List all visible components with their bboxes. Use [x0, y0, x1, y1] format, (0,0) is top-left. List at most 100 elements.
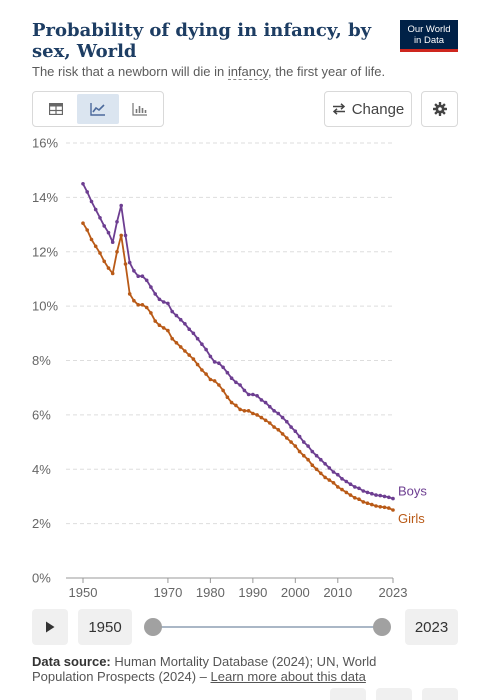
- data-point-girls: [212, 379, 217, 383]
- change-button[interactable]: Change: [324, 91, 412, 127]
- data-point-boys: [246, 392, 251, 397]
- data-point-boys: [285, 419, 289, 424]
- data-point-boys: [225, 370, 230, 375]
- data-point-girls: [310, 463, 315, 468]
- timeline-end-year[interactable]: 2023: [405, 609, 458, 645]
- y-tick-label: 6%: [32, 407, 51, 422]
- data-point-boys: [353, 485, 357, 489]
- series-label-girls: Girls: [398, 511, 425, 526]
- data-point-girls: [81, 221, 85, 225]
- data-point-girls: [200, 368, 204, 372]
- data-point-boys: [357, 486, 361, 491]
- data-point-boys: [391, 496, 395, 501]
- data-point-girls: [123, 262, 128, 266]
- data-point-boys: [382, 494, 387, 499]
- data-point-girls: [149, 311, 153, 315]
- x-tick-label: 1950: [69, 585, 98, 600]
- data-point-boys: [110, 240, 115, 244]
- data-point-girls: [246, 409, 251, 413]
- download-button[interactable]: [330, 688, 366, 700]
- change-button-label: Change: [351, 100, 405, 118]
- data-point-girls: [314, 467, 319, 472]
- series-line-girls: [82, 222, 394, 511]
- data-point-boys: [251, 392, 255, 397]
- data-point-girls: [204, 372, 208, 376]
- data-point-girls: [127, 292, 132, 296]
- data-point-boys: [115, 220, 119, 224]
- x-tick-label: 2000: [281, 585, 310, 600]
- data-point-boys: [238, 383, 242, 387]
- data-point-girls: [93, 244, 98, 249]
- data-point-girls: [208, 377, 213, 382]
- data-point-boys: [276, 411, 281, 416]
- data-point-girls: [353, 496, 357, 500]
- data-point-boys: [85, 190, 89, 194]
- data-source: Data source: Human Mortality Database (2…: [32, 654, 432, 684]
- data-point-boys: [268, 404, 272, 409]
- settings-button[interactable]: [421, 91, 458, 127]
- subtitle-term-infancy[interactable]: infancy: [227, 64, 269, 80]
- tab-table[interactable]: [35, 94, 77, 124]
- data-point-boys: [314, 453, 319, 458]
- owid-logo[interactable]: Our World in Data: [400, 20, 458, 52]
- line-chart-icon: [90, 103, 105, 116]
- data-point-boys: [323, 462, 327, 466]
- data-point-boys: [200, 342, 204, 346]
- data-point-girls: [251, 411, 255, 416]
- data-point-boys: [106, 230, 111, 235]
- x-tick-label: 1970: [153, 585, 182, 600]
- data-point-girls: [327, 478, 332, 482]
- data-point-girls: [340, 487, 344, 492]
- y-tick-label: 16%: [32, 136, 58, 151]
- data-point-boys: [144, 278, 149, 283]
- data-point-girls: [323, 475, 327, 480]
- data-point-girls: [161, 326, 166, 330]
- data-point-girls: [166, 328, 170, 333]
- timeline-end-handle[interactable]: [373, 618, 391, 636]
- y-tick-label: 8%: [32, 353, 51, 368]
- timeline-start-handle[interactable]: [144, 618, 162, 636]
- chart-subtitle: The risk that a newborn will die in infa…: [32, 64, 385, 80]
- data-point-girls: [183, 349, 187, 353]
- data-point-boys: [89, 199, 94, 204]
- data-point-boys: [217, 361, 221, 365]
- data-point-boys: [212, 360, 217, 364]
- tab-bar-chart[interactable]: [119, 94, 161, 124]
- table-icon: [49, 103, 63, 115]
- play-button[interactable]: [32, 609, 68, 645]
- view-tabs: [32, 91, 164, 127]
- chart-title: Probability of dying in infancy, by sex,…: [32, 20, 372, 62]
- swap-arrows-icon: [332, 103, 345, 115]
- data-point-boys: [234, 380, 238, 385]
- data-point-boys: [204, 347, 208, 352]
- data-point-boys: [174, 313, 179, 318]
- data-point-girls: [153, 319, 157, 323]
- share-button[interactable]: [376, 688, 412, 700]
- data-point-boys: [242, 388, 247, 393]
- timeline-start-year[interactable]: 1950: [78, 609, 132, 645]
- tab-line-chart[interactable]: [77, 94, 119, 124]
- data-point-girls: [187, 353, 191, 357]
- data-point-boys: [153, 292, 157, 296]
- data-point-boys: [306, 444, 310, 448]
- timeline-track[interactable]: [152, 626, 382, 628]
- learn-more-link[interactable]: Learn more about this data: [210, 669, 366, 684]
- data-point-girls: [242, 409, 247, 413]
- data-point-girls: [361, 500, 366, 504]
- y-tick-label: 0%: [32, 571, 51, 586]
- data-point-boys: [157, 297, 162, 302]
- fullscreen-button[interactable]: [422, 688, 458, 700]
- data-point-boys: [102, 224, 106, 228]
- play-icon: [46, 621, 55, 633]
- data-point-girls: [268, 421, 272, 425]
- data-point-boys: [178, 317, 183, 322]
- data-point-girls: [119, 233, 123, 238]
- data-point-girls: [255, 413, 259, 417]
- data-point-girls: [387, 506, 391, 510]
- data-point-boys: [289, 425, 293, 429]
- y-tick-label: 12%: [32, 244, 58, 259]
- data-point-girls: [357, 497, 361, 502]
- data-point-boys: [344, 479, 349, 484]
- data-point-girls: [195, 362, 200, 367]
- line-chart: 0% 2% 4% 6% 8% 10% 12% 14% 16% 1950 1970 1980 1990 20…: [32, 136, 427, 601]
